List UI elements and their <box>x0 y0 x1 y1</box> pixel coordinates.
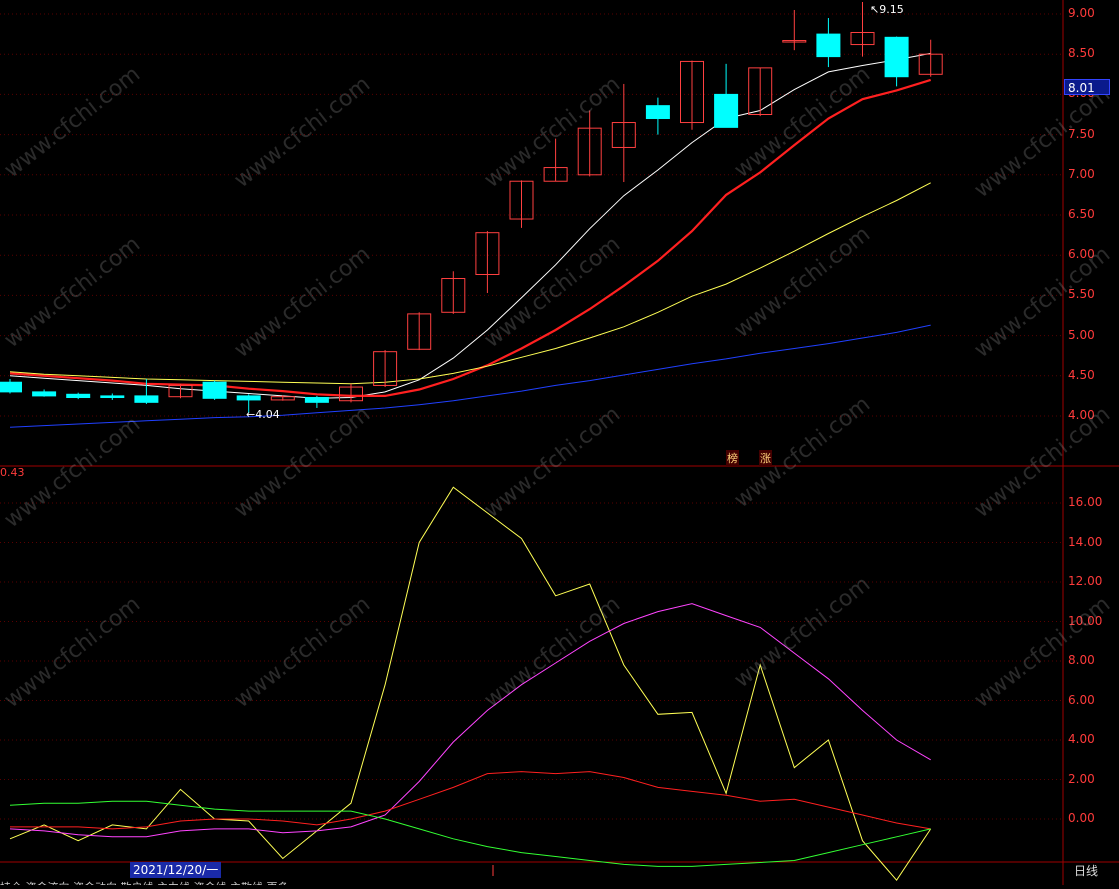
price-tick-label: 7.00 <box>1068 166 1095 181</box>
candle-body <box>918 53 943 75</box>
indicator-line-1 <box>9 486 932 882</box>
ma10-line <box>9 78 932 397</box>
candle-body <box>850 31 875 46</box>
candle-body <box>884 36 909 78</box>
indicator-tick-label: 4.00 <box>1068 732 1095 746</box>
ma60-line <box>9 324 931 428</box>
candle-body <box>66 393 91 399</box>
candle-body <box>304 397 329 403</box>
candle-body <box>543 167 568 182</box>
current-price-tag: 8.01 <box>1064 79 1110 95</box>
candle-body <box>509 180 534 220</box>
indicator-tick-label: 2.00 <box>1068 771 1095 786</box>
indicator-line-2 <box>9 603 931 838</box>
candle-body <box>714 93 739 128</box>
price-tick-label: 5.50 <box>1068 287 1095 302</box>
candle-body <box>611 122 636 148</box>
candle-body <box>202 381 227 399</box>
indicator-tick-label: 10.00 <box>1068 613 1103 628</box>
high-annotation: ↖9.15 <box>870 3 904 16</box>
indicator-tabs[interactable]: 持仓 资金流向 资金动向 散户线 主力线 资金线 主散线 更多 <box>0 879 500 885</box>
candle-body <box>134 395 159 403</box>
price-tick-label: 6.00 <box>1068 247 1095 262</box>
candle-body <box>782 40 807 43</box>
price-tick-label: 5.00 <box>1068 327 1095 342</box>
indicator-tick-label: 8.00 <box>1068 653 1095 667</box>
candle-body <box>816 33 841 58</box>
indicator-tick-label: 16.00 <box>1068 495 1103 509</box>
ma5-line <box>9 52 931 399</box>
price-tick-label: 6.50 <box>1068 207 1095 221</box>
candle-body <box>441 278 466 313</box>
candle-body <box>748 67 773 115</box>
candle-body <box>236 395 261 401</box>
candle-body <box>0 381 22 393</box>
candle-body <box>680 60 704 124</box>
limit-badge-2: 涨 <box>759 450 772 466</box>
candle-body <box>577 127 602 176</box>
high-arrow-icon: ↖ <box>870 3 880 16</box>
indicator-line-4 <box>9 800 931 867</box>
candle-body <box>475 232 500 275</box>
low-annotation: ←4.04 <box>246 408 280 421</box>
candle-body <box>645 105 670 120</box>
indicator-tick-label: 12.00 <box>1068 574 1103 588</box>
indicator-tick-label: 6.00 <box>1068 692 1095 707</box>
candle-body <box>32 391 57 397</box>
high-price-label: 9.15 <box>879 3 904 16</box>
candle-body <box>407 313 432 350</box>
low-price-label: 4.04 <box>255 408 280 421</box>
price-tick-label: 9.00 <box>1068 6 1095 20</box>
price-tick-label: 4.50 <box>1068 367 1095 382</box>
period-selector[interactable]: 日线 <box>1074 864 1099 878</box>
indicator-tick-label: 14.00 <box>1068 534 1103 549</box>
indicator-value-label: 0.43 <box>0 466 25 479</box>
candle-body <box>373 351 398 386</box>
limit-badge-1: 榜 <box>726 450 739 466</box>
indicator-tick-label: 0.00 <box>1068 811 1095 825</box>
candle-body <box>100 395 125 399</box>
candle-body <box>339 386 363 402</box>
candle-body <box>168 384 193 398</box>
price-tick-label: 4.00 <box>1068 408 1095 422</box>
price-tick-label: 7.50 <box>1068 126 1095 141</box>
price-tick-label: 8.50 <box>1068 46 1095 61</box>
low-arrow-icon: ← <box>246 408 256 421</box>
crosshair-date-label: 2021/12/20/一 <box>130 862 222 878</box>
candle-body <box>270 396 295 401</box>
indicator-line-3 <box>10 771 931 830</box>
ma20-line <box>9 182 931 385</box>
